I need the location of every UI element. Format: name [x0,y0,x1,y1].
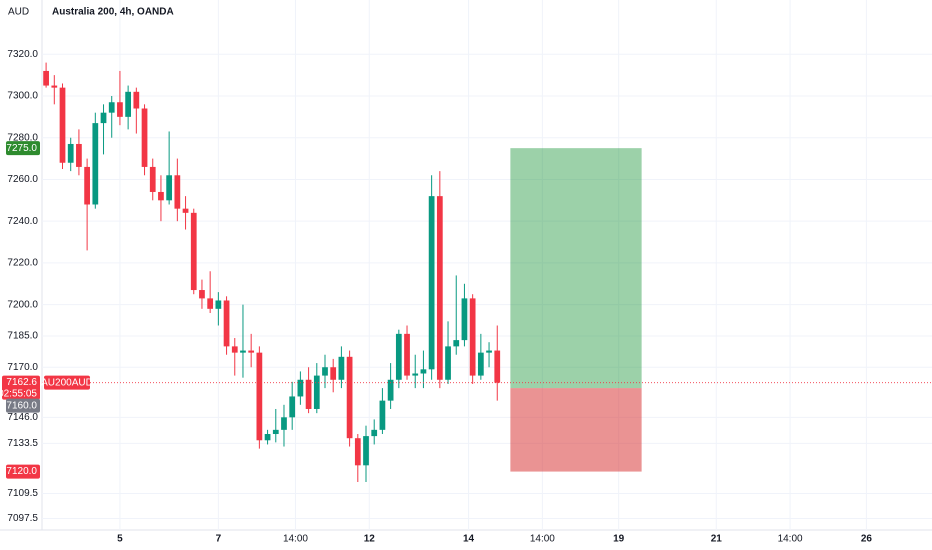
candle-body [190,212,197,291]
candle-body [354,438,361,466]
y-tick-label: 7240.0 [7,216,38,227]
y-tick-label: 7200.0 [7,299,38,310]
candle-body [248,350,255,353]
candle-body [215,300,222,309]
candle-body [76,143,82,167]
candle-body [313,375,320,409]
candle-body [141,108,148,167]
candle-body [494,350,501,383]
symbol-label: AU200AUD [41,377,93,388]
candle-body [363,436,369,466]
candle-body [125,91,131,117]
countdown-label: 02:55:05 [0,388,37,399]
x-tick-label: 14:00 [283,534,308,545]
candle-body [330,367,337,380]
candle-body [469,298,476,376]
candle-body [379,400,386,430]
y-tick-label: 7146.0 [7,412,38,423]
candle-body [461,298,468,341]
y-tick-label: 7280.0 [7,132,38,143]
candle-body [207,298,214,309]
position-label: 7120.0 [6,466,37,477]
y-axis-label: AUD [8,7,29,18]
y-tick-label: 7170.0 [7,362,38,373]
candle-body [256,352,263,441]
y-tick-label: 7220.0 [7,258,38,269]
y-tick-label: 7097.5 [7,513,38,524]
candle-body [412,373,419,376]
candle-body [346,356,353,439]
candle-body [420,369,427,374]
candle-body [67,143,74,163]
candle-body [108,102,115,113]
y-tick-label: 7320.0 [7,49,38,60]
x-tick-label: 14:00 [530,534,555,545]
candle-body [436,196,443,380]
x-tick-label: 21 [711,534,723,545]
position-label-box [6,464,40,479]
candle-body [264,434,271,441]
candle-body [182,208,189,213]
candle-body [305,379,312,409]
candle-body [289,396,296,418]
price-box [2,375,40,400]
candle-body [223,300,230,347]
x-tick-label: 5 [117,534,123,545]
candle-body [322,367,328,376]
y-tick-label: 7133.5 [7,438,38,449]
candle-body [486,350,492,353]
candle-body [428,196,435,370]
chart-title: Australia 200, 4h, OANDA [52,7,174,18]
candle-body [404,333,410,376]
candle-body [149,166,156,192]
candle-body [231,346,238,353]
x-tick-label: 14:00 [778,534,803,545]
candle-body [387,379,394,401]
position-label-box [6,398,40,413]
x-tick-label: 12 [364,534,376,545]
candle-body [84,166,90,205]
candle-body [445,346,451,380]
candle-body [166,175,173,201]
position-label: 7160.0 [6,400,37,411]
candle-body [117,102,123,117]
price-label: 7162.6 [6,377,37,388]
candle-body [395,333,402,380]
candle-body [453,340,460,347]
y-tick-label: 7185.0 [7,331,38,342]
candle-body [174,175,181,209]
x-tick-label: 26 [861,534,873,545]
candle-body [281,417,287,430]
stop-zone [510,388,642,472]
candle-body [100,112,107,124]
x-tick-label: 7 [216,534,222,545]
candle-body [43,70,49,86]
candle-body [158,191,164,201]
candle-body [92,123,99,205]
candle-body [297,379,304,397]
symbol-box [44,375,90,390]
candle-body [51,85,58,88]
candle-body [59,87,66,163]
candle-body [338,356,345,380]
y-tick-label: 7260.0 [7,174,38,185]
position-label-box [6,141,40,156]
candle-body [133,91,140,109]
x-tick-label: 14 [463,534,475,545]
candle-body [272,429,279,435]
y-tick-label: 7300.0 [7,91,38,102]
target-zone [510,148,642,389]
candle-body [199,290,205,299]
candle-body [371,429,378,437]
y-tick-label: 7109.5 [7,488,38,499]
position-label: 7275.0 [6,143,37,154]
candle-body [477,352,484,376]
x-tick-label: 19 [613,534,625,545]
candle-body [240,350,246,353]
